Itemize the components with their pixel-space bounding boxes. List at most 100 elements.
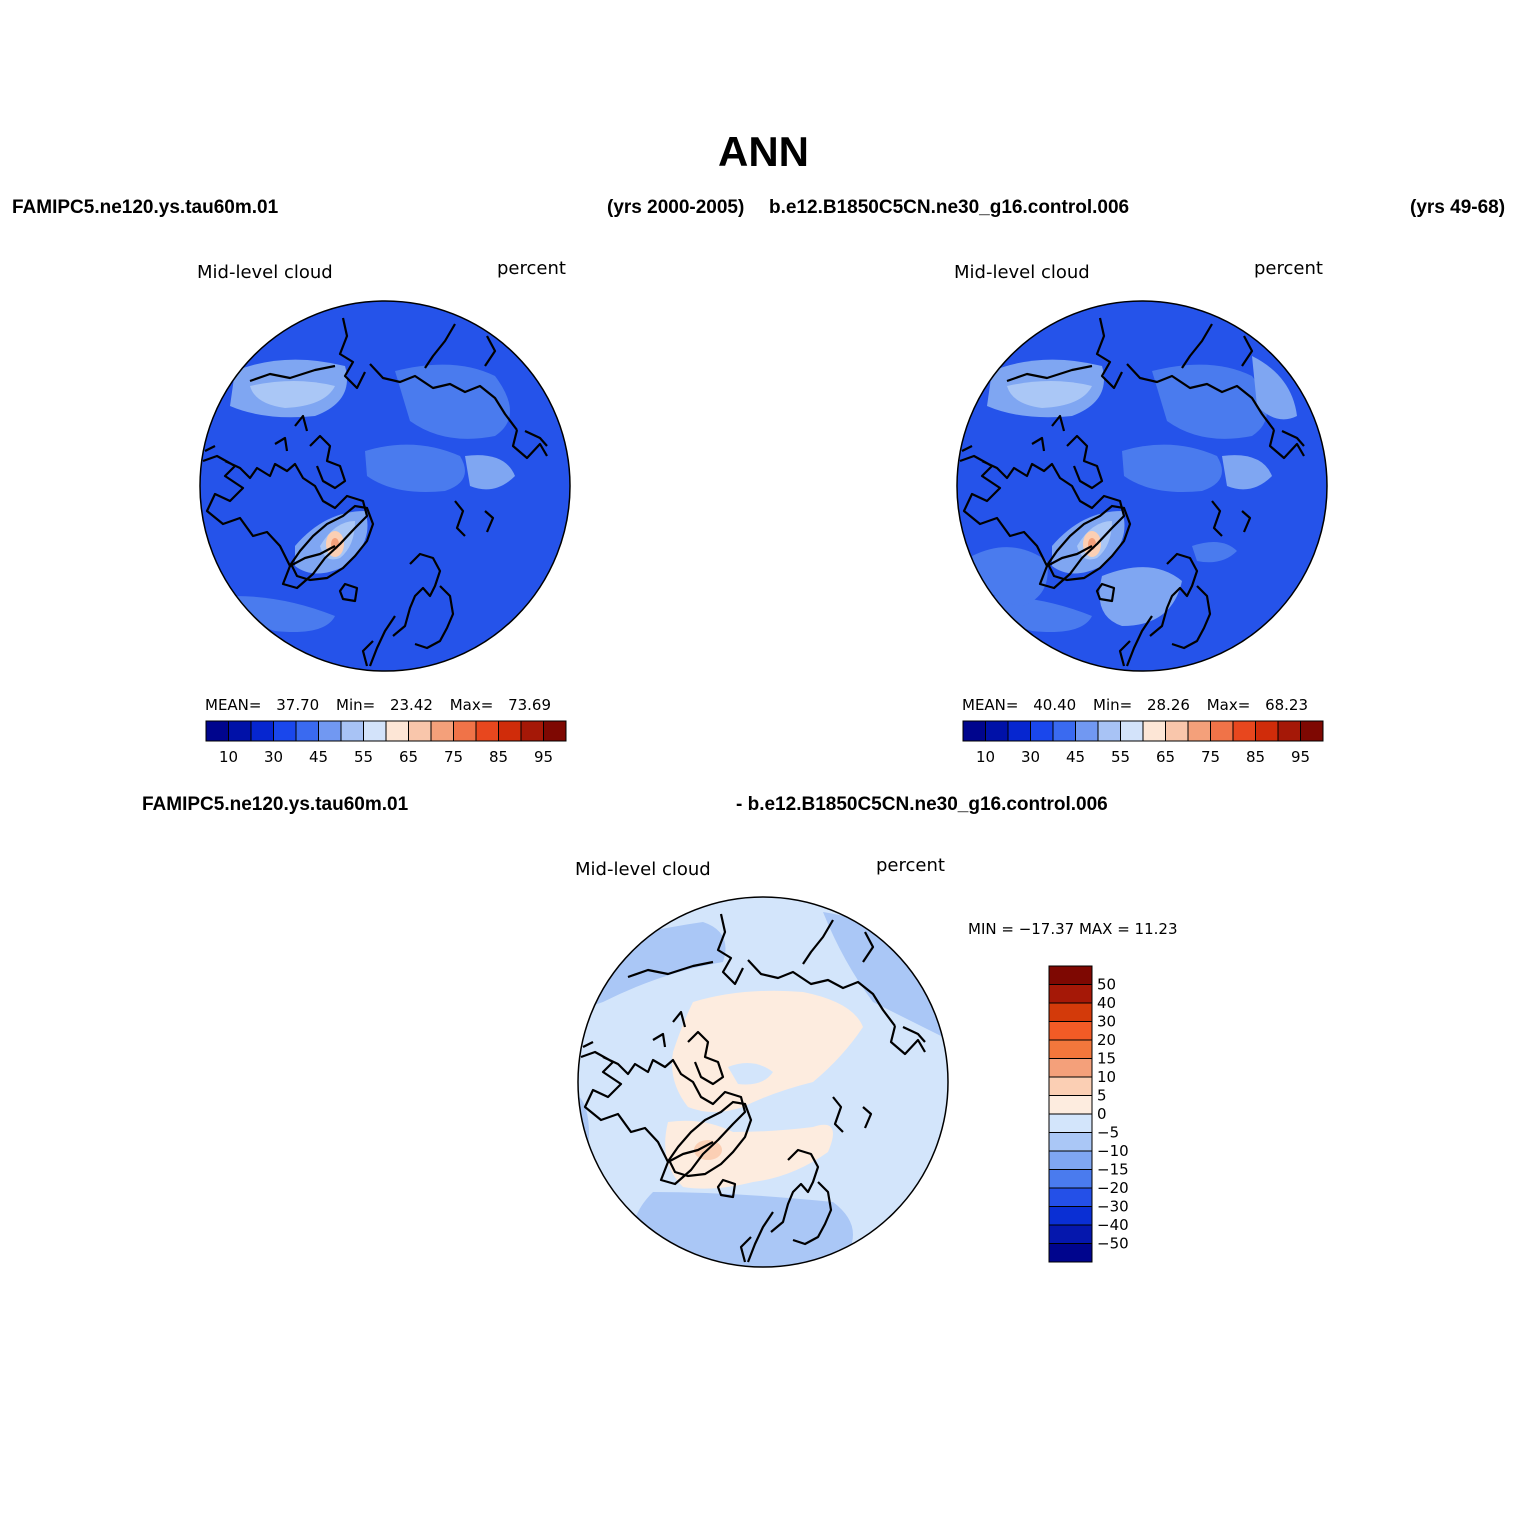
map3-coastline	[902, 1026, 926, 1043]
colorbar1-swatch	[543, 720, 567, 742]
colorbar-diff-swatch	[1048, 1113, 1093, 1133]
panel2-variable: Mid-level cloud	[954, 262, 1090, 283]
colorbar-diff-swatch	[1048, 1132, 1093, 1152]
panel3-variable: Mid-level cloud	[575, 859, 711, 880]
colorbar-diff-swatch	[1048, 1206, 1093, 1226]
colorbar1-swatch	[430, 720, 454, 742]
colorbar1-swatch	[498, 720, 522, 742]
map3-coastline	[770, 1148, 820, 1233]
colorbar-diff-label: 15	[1097, 1050, 1116, 1068]
panel2-mean-label: MEAN=	[962, 696, 1019, 714]
panel2-min-value: 28.26	[1146, 696, 1190, 714]
colorbar-diff-swatch	[1048, 1150, 1093, 1170]
colorbar2-swatch	[1097, 720, 1121, 742]
colorbar2-swatch	[985, 720, 1009, 742]
map1-greenland-coast	[289, 504, 375, 582]
colorbar-diff-swatch	[1048, 1039, 1093, 1059]
colorbar-diff-label: −20	[1097, 1179, 1129, 1197]
map1-coastline	[454, 500, 466, 537]
colorbar1-swatch	[205, 720, 229, 742]
map1-coastline	[484, 335, 497, 367]
map3-coastline	[667, 1141, 714, 1163]
map2-greenland-coast	[1046, 504, 1132, 582]
map1-coastline	[338, 582, 359, 603]
map3-coastline	[832, 1096, 844, 1133]
colorbar2-swatch	[1007, 720, 1031, 742]
map1-coastline	[294, 414, 309, 432]
map3-coastline	[716, 913, 744, 986]
map1-coastline	[338, 317, 366, 390]
colorbar2-swatch	[1187, 720, 1211, 742]
colorbar-diff-swatch	[1048, 1169, 1093, 1189]
colorbar-panel-2: 10 30 45 55 65 75 85 95	[962, 720, 1324, 766]
colorbar1-tick-label: 10	[219, 748, 238, 766]
colorbar2-swatch	[1277, 720, 1301, 742]
map3-coastline	[627, 960, 714, 979]
colorbar-diff-label: −5	[1097, 1124, 1119, 1142]
map3-coastline	[802, 919, 834, 965]
map2-coastline	[1171, 585, 1212, 650]
colorbar1-swatch	[250, 720, 274, 742]
colorbar2-swatch	[962, 720, 986, 742]
map1-field-patch	[465, 455, 515, 490]
colorbar-diff-label: −50	[1097, 1235, 1129, 1253]
colorbar-diff-label: −10	[1097, 1142, 1129, 1160]
left-case-name: FAMIPC5.ne120.ys.tau60m.01	[12, 197, 279, 218]
colorbar2-swatch	[1075, 720, 1099, 742]
map2-coastline	[1066, 434, 1104, 490]
left-case-years: (yrs 2000-2005)	[607, 197, 745, 218]
panel1-mean-value: 37.70	[276, 696, 320, 714]
colorbar1-swatch	[273, 720, 297, 742]
map-panel-2	[956, 300, 1328, 672]
map3-greenland-coast	[667, 1100, 753, 1178]
map3-coastline	[792, 1181, 833, 1246]
colorbar-diff-swatch	[1048, 1224, 1093, 1244]
map1-field-base	[200, 301, 570, 671]
map2-map-border	[956, 300, 1328, 672]
map3-coastline	[889, 1025, 926, 1056]
map1-field-patch	[365, 444, 465, 492]
map1-coastline	[274, 436, 289, 452]
colorbar1-swatch	[385, 720, 409, 742]
colorbar2-tick-label: 65	[1156, 748, 1175, 766]
colorbar-diff-label: 0	[1097, 1105, 1107, 1123]
map1-coastline	[414, 585, 455, 650]
colorbar1-swatch	[363, 720, 387, 742]
colorbar2-swatch	[1142, 720, 1166, 742]
colorbar2-swatch	[1255, 720, 1279, 742]
map2-coastline	[1149, 552, 1199, 637]
map3-coastline	[746, 1211, 774, 1263]
colorbar2-tick-label: 75	[1201, 748, 1220, 766]
panel1-max-value: 73.69	[508, 696, 552, 714]
diff-case-a: FAMIPC5.ne120.ys.tau60m.01	[142, 794, 409, 815]
map1-coastline	[249, 364, 336, 383]
map2-coastline	[1241, 335, 1254, 367]
colorbar-diff-label: 5	[1097, 1087, 1107, 1105]
map2-coastline	[1031, 436, 1046, 452]
panel2-min-label: Min=	[1093, 696, 1133, 714]
colorbar1-swatch	[228, 720, 252, 742]
colorbar-diff-label: −40	[1097, 1216, 1129, 1234]
colorbar-diff-label: 10	[1097, 1068, 1116, 1086]
colorbar1-tick-label: 85	[489, 748, 508, 766]
colorbar1-tick-label: 65	[399, 748, 418, 766]
map2-coastline	[1006, 364, 1093, 383]
colorbar-diff-swatch	[1048, 1058, 1093, 1078]
map3-field-patch	[823, 912, 948, 1042]
colorbar1-tick-label: 45	[309, 748, 328, 766]
panel3-units: percent	[876, 855, 945, 876]
map2-coastline	[1211, 500, 1223, 537]
map2-coastline	[1268, 429, 1305, 460]
map-panel-1	[199, 300, 571, 672]
panel2-stats: MEAN= 40.40 Min= 28.26 Max= 68.23	[962, 696, 1308, 714]
map1-field-patch	[250, 381, 335, 408]
map2-coastline	[1095, 582, 1116, 603]
panel2-max-value: 68.23	[1265, 696, 1309, 714]
map3-map-border	[577, 896, 949, 1268]
map3-coastline	[652, 1032, 667, 1048]
map2-field-patch	[1007, 381, 1092, 408]
colorbar2-swatch	[1120, 720, 1144, 742]
map1-coastline	[202, 454, 369, 590]
map1-coastline	[484, 510, 495, 533]
